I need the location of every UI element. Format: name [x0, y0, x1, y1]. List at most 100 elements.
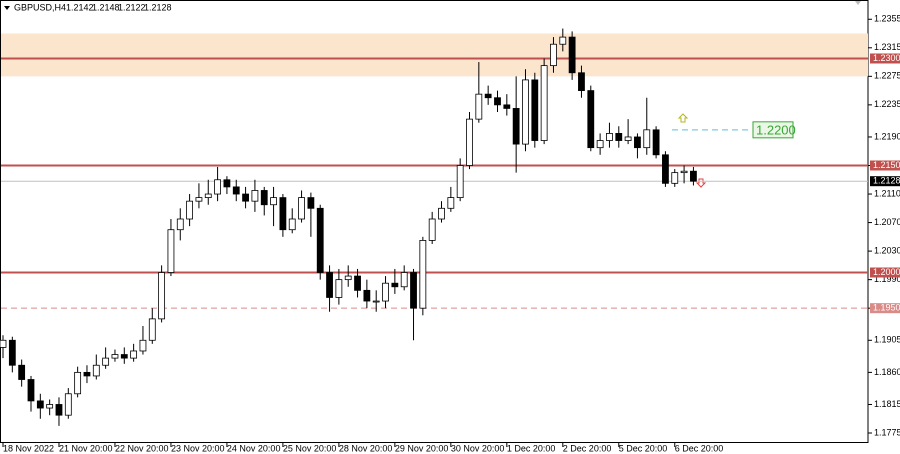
candle-body	[494, 97, 501, 106]
x-tick-label: 28 Nov 20:00	[339, 443, 393, 453]
candle-body	[298, 197, 305, 220]
x-tick-label: 23 Nov 20:00	[171, 443, 225, 453]
candle-body	[382, 282, 389, 302]
candle-body	[111, 354, 119, 359]
candle-body	[204, 193, 212, 199]
candle-body	[214, 179, 221, 195]
candle-body	[568, 36, 576, 74]
level-label: 1.1950	[873, 303, 900, 313]
y-tick-label: 1.1815	[874, 399, 900, 409]
chart-header: GBPUSD,H4 1.2142 1.2148 1.2122 1.2128	[14, 2, 172, 12]
header-open: 1.2142	[66, 2, 94, 12]
candle-body	[242, 193, 249, 202]
candle-body	[130, 350, 138, 359]
candle-body	[363, 289, 371, 302]
candle-body	[279, 197, 287, 231]
candle-body	[36, 400, 44, 409]
candle-body	[690, 170, 697, 182]
header-close: 1.2128	[144, 2, 172, 12]
level-label-box	[870, 53, 900, 64]
y-tick-label: 1.2355	[874, 14, 900, 24]
candle-body	[671, 172, 679, 184]
candle-body	[55, 404, 63, 416]
level-label: 1.2150	[873, 160, 900, 170]
candle-body	[559, 36, 567, 45]
candle-body	[587, 90, 595, 149]
candle-body	[8, 339, 16, 366]
y-tick-label: 1.1905	[874, 335, 900, 345]
candle-body	[18, 364, 26, 380]
candle-body	[540, 65, 548, 141]
header-high: 1.2148	[92, 2, 120, 12]
level-label: 1.2300	[873, 53, 900, 63]
candle-body	[223, 179, 231, 188]
candle-body	[176, 218, 184, 231]
x-tick-label: 1 Dec 20:00	[507, 443, 556, 453]
buy-arrow	[677, 113, 689, 123]
chart-title: GBPUSD,H4	[14, 2, 66, 12]
candle-body	[615, 132, 623, 141]
candle-body	[662, 154, 669, 184]
y-tick-label: 1.1775	[874, 427, 900, 437]
candle-body	[475, 93, 483, 120]
candle-body	[531, 79, 539, 141]
level-label-box	[870, 303, 900, 314]
candle-body	[307, 197, 315, 209]
candle-body	[46, 404, 54, 409]
x-tick-label: 5 Dec 20:00	[619, 443, 668, 453]
candle-body	[326, 272, 333, 298]
current-price-label: 1.2128	[873, 176, 900, 186]
candle-body	[354, 275, 361, 291]
x-tick-label: 18 Nov 2022	[3, 443, 54, 453]
candle-body	[466, 118, 473, 166]
scroll-marker	[855, 1, 861, 5]
candle-body	[83, 371, 91, 377]
candle-body	[503, 104, 511, 109]
x-tick-label: 24 Nov 20:00	[227, 443, 281, 453]
candle-body	[270, 197, 277, 206]
candle-body	[232, 186, 240, 195]
candle-body	[167, 229, 175, 273]
candle-body	[447, 197, 455, 209]
candle-body	[550, 43, 557, 67]
candle-body	[400, 272, 408, 288]
candle-body	[391, 282, 399, 288]
level-label-box	[870, 267, 900, 278]
target-label-box	[752, 121, 794, 139]
level-label-box	[870, 160, 900, 171]
candle-body	[335, 279, 343, 298]
y-tick-label: 1.2110	[874, 188, 900, 198]
candle-body	[624, 136, 632, 141]
candle-body	[260, 190, 268, 206]
x-tick-label: 21 Nov 20:00	[59, 443, 113, 453]
candle-body	[606, 132, 613, 141]
level-label: 1.2000	[873, 267, 900, 277]
candle-body	[410, 272, 417, 309]
candle-body	[456, 165, 464, 199]
candle-body	[251, 190, 259, 202]
candle-body	[139, 339, 147, 352]
x-tick-label: 25 Nov 20:00	[283, 443, 337, 453]
candle-body	[428, 218, 436, 241]
candle-body	[0, 339, 7, 348]
sell-arrow	[695, 178, 707, 188]
candle-body	[288, 218, 296, 231]
y-tick-label: 1.2030	[874, 245, 900, 255]
candle-body	[419, 240, 427, 309]
candle-body	[484, 93, 492, 99]
candle-body	[92, 364, 100, 377]
symbol-menu-icon[interactable]	[4, 6, 10, 10]
y-tick-label: 1.1990	[874, 274, 900, 284]
y-tick-label: 1.2190	[874, 131, 900, 141]
x-tick-label: 6 Dec 20:00	[675, 443, 724, 453]
candle-body	[596, 140, 604, 149]
current-price-box	[870, 176, 900, 187]
target-label: 1.2200	[756, 122, 796, 137]
y-tick-label: 1.1860	[874, 367, 900, 377]
candle-body	[186, 200, 194, 220]
candle-body	[148, 318, 156, 341]
candle-body	[344, 275, 352, 281]
candle-body	[74, 371, 82, 395]
